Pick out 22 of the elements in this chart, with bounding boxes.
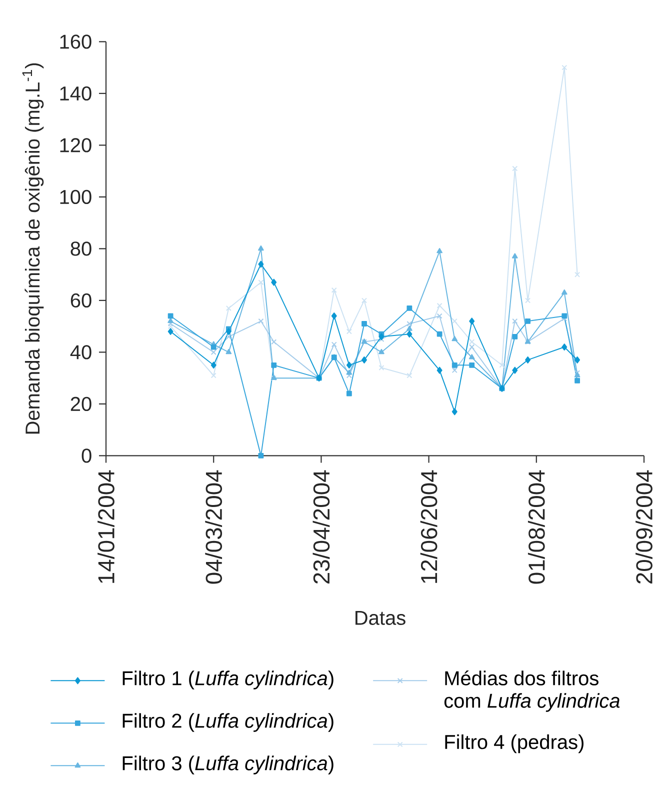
x-tick-label: 14/01/2004 <box>98 470 114 583</box>
x-tick-label: 20/09/2004 <box>636 470 652 584</box>
y-tick-label: 20 <box>70 396 92 412</box>
y-tick-label: 100 <box>60 190 92 204</box>
x-tick-label: 12/06/2004 <box>420 470 438 583</box>
x-tick-label: 04/03/2004 <box>205 470 222 584</box>
y-tick-label: 60 <box>70 293 92 308</box>
y-tick-label: 160 <box>60 34 92 49</box>
y-tick-label: 80 <box>70 242 92 256</box>
y-axis-title: Demanda bioquímica de oxigênio (mg.L$^{-1}$) <box>22 63 44 434</box>
y-tick-label: 120 <box>60 138 92 152</box>
legend-label: Filtro 1 (Luffa cylindrica) <box>122 670 334 690</box>
y-tick-label: 40 <box>70 345 92 360</box>
x-tick-label: 23/04/2004 <box>312 470 330 584</box>
legend-label: Filtro 3 (Luffa cylindrica) <box>122 756 334 774</box>
legend-label: Médias dos filtros com Luffa cylindrica <box>444 670 620 712</box>
y-tick-label: 0 <box>82 448 92 463</box>
x-axis-title: Datas <box>356 611 406 625</box>
legend-label: Filtro 2 (Luffa cylindrica) <box>122 713 334 732</box>
legend-label: Filtro 4 (pedras) <box>445 734 584 754</box>
y-tick-label: 140 <box>60 86 92 101</box>
x-tick-label: 01/08/2004 <box>528 470 545 584</box>
